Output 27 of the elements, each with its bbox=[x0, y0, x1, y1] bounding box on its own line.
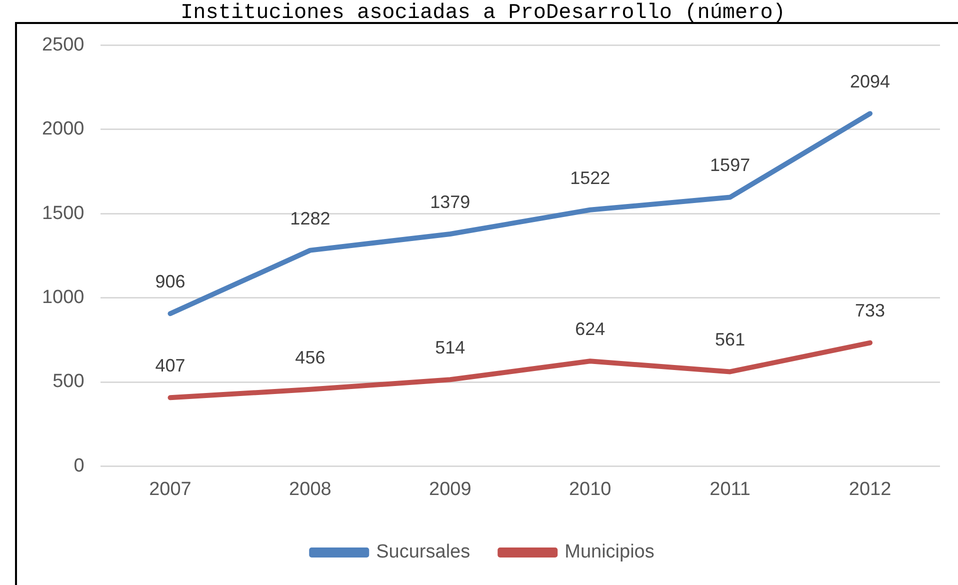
y-tick-label: 0 bbox=[74, 455, 84, 476]
data-label: 561 bbox=[715, 330, 746, 350]
data-label: 1597 bbox=[710, 155, 750, 176]
y-tick-label: 2500 bbox=[42, 34, 84, 56]
x-tick-label: 2010 bbox=[568, 478, 612, 500]
x-tick-label: 2007 bbox=[149, 478, 192, 500]
x-tick-label: 2011 bbox=[710, 478, 750, 500]
legend-label: Municipios bbox=[564, 542, 654, 563]
y-tick-label: 2000 bbox=[42, 118, 84, 140]
data-label: 906 bbox=[155, 272, 186, 292]
data-label: 1522 bbox=[570, 168, 610, 188]
y-tick-label: 1000 bbox=[42, 287, 84, 308]
data-label: 733 bbox=[855, 300, 886, 321]
y-tick-label: 1500 bbox=[42, 202, 84, 224]
y-tick-label: 500 bbox=[52, 371, 84, 392]
x-tick-label: 2008 bbox=[289, 478, 332, 500]
data-label: 1379 bbox=[430, 192, 470, 212]
data-label: 1282 bbox=[290, 208, 330, 228]
data-label: 407 bbox=[155, 356, 186, 376]
data-label: 456 bbox=[295, 347, 326, 368]
x-tick-label: 2009 bbox=[429, 478, 472, 500]
legend-label: Sucursales bbox=[376, 542, 470, 563]
x-tick-label: 2012 bbox=[848, 478, 892, 500]
data-label: 624 bbox=[575, 319, 606, 340]
data-label: 2094 bbox=[850, 72, 890, 92]
data-label: 514 bbox=[435, 338, 466, 358]
chart-title: Instituciones asociadas a ProDesarrollo (número) bbox=[180, 2, 786, 26]
